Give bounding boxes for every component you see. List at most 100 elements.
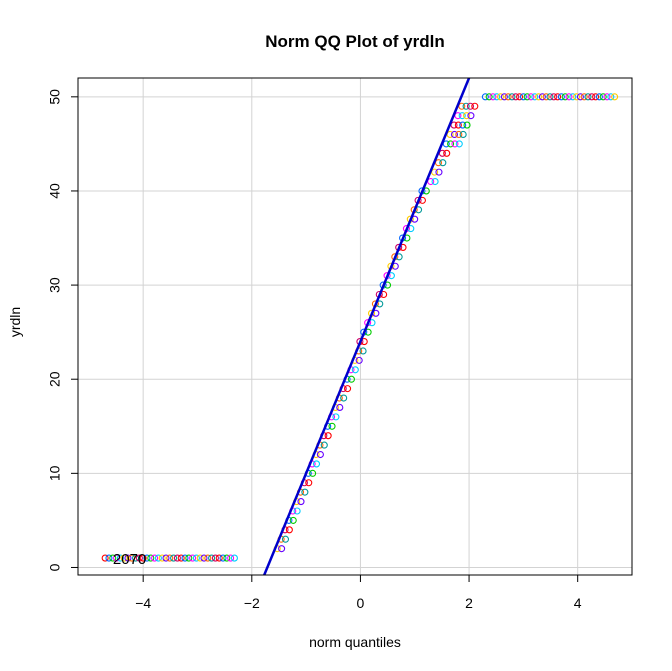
qq-point [278, 545, 286, 553]
qq-point [355, 356, 363, 364]
qq-point [143, 554, 151, 562]
qq-point [481, 93, 489, 101]
qq-point [485, 93, 493, 101]
qq-point [455, 140, 463, 148]
qq-point [289, 516, 297, 524]
qq-point [351, 366, 359, 374]
qq-point [454, 121, 462, 129]
x-tick-label: 0 [357, 595, 365, 611]
qq-point [170, 554, 178, 562]
y-tick-label: 30 [47, 277, 63, 293]
grid-lines [78, 78, 632, 575]
qq-point [344, 385, 352, 393]
qq-point [219, 554, 227, 562]
x-axis: −4 −2 0 2 4 [135, 575, 582, 611]
qq-point [550, 93, 558, 101]
qq-point [173, 554, 181, 562]
qq-point [573, 93, 581, 101]
qq-point [489, 93, 497, 101]
qq-point [450, 130, 459, 139]
qq-point [158, 554, 166, 562]
x-tick-label: −4 [135, 595, 151, 611]
qq-point [128, 554, 136, 562]
y-tick-label: 20 [47, 371, 63, 387]
plot-area [77, 77, 633, 576]
reference-line [263, 77, 471, 576]
qq-point [519, 93, 527, 101]
chart-title: Norm QQ Plot of yrdln [265, 32, 444, 51]
qq-point [293, 507, 301, 515]
qq-point [588, 93, 596, 101]
qq-point [611, 93, 619, 101]
qq-point [147, 554, 155, 562]
qq-point [281, 535, 290, 543]
qq-point [451, 140, 459, 148]
qq-point [181, 554, 189, 562]
y-axis: 0 10 20 30 40 50 [47, 89, 78, 571]
data-points [101, 93, 619, 562]
qq-point [285, 526, 293, 534]
qq-point [301, 488, 309, 496]
qq-point [185, 554, 193, 562]
qq-point [347, 375, 355, 383]
qq-point [603, 93, 611, 101]
qq-point [592, 93, 600, 101]
qq-point [523, 93, 531, 101]
qq-point [211, 554, 219, 562]
qq-point [189, 554, 197, 562]
qq-point [227, 554, 235, 562]
qq-point [215, 554, 223, 562]
qq-point [316, 450, 324, 459]
qq-point [504, 93, 512, 101]
qq-point [471, 102, 479, 110]
qq-point [151, 554, 159, 562]
qq-point [565, 93, 573, 101]
qq-point [113, 554, 121, 562]
qq-point [124, 554, 132, 562]
qq-point [340, 394, 348, 402]
qq-point [135, 554, 143, 562]
y-axis-label: yrdln [7, 307, 23, 337]
qq-point [192, 554, 200, 562]
qq-point [109, 554, 117, 562]
qq-point [538, 93, 546, 101]
y-tick-label: 10 [47, 465, 63, 481]
qq-point [595, 93, 603, 101]
qq-point [535, 93, 543, 101]
qq-point [336, 403, 344, 412]
qq-point [599, 93, 607, 101]
qq-point [557, 93, 565, 101]
qq-point [105, 554, 113, 562]
qq-point [230, 554, 238, 562]
qq-point [497, 93, 505, 101]
qq-point [607, 93, 615, 101]
x-tick-label: 2 [465, 595, 473, 611]
qq-point [166, 554, 174, 562]
qq-point [459, 121, 467, 129]
x-tick-label: 4 [574, 595, 582, 611]
qq-point [162, 554, 170, 562]
qq-point [527, 93, 535, 101]
qq-point [196, 554, 204, 562]
qq-point [467, 112, 475, 120]
qq-point [208, 554, 216, 562]
qq-point [508, 93, 516, 101]
qq-point [312, 460, 321, 468]
qq-point [466, 102, 475, 110]
qq-point [431, 177, 439, 186]
qq-point [576, 93, 584, 101]
qq-point [101, 554, 109, 562]
qq-point [443, 149, 451, 157]
qq-point [463, 121, 471, 129]
qq-point [324, 432, 332, 440]
qq-point [132, 554, 140, 562]
qq-point [455, 130, 463, 139]
qq-point [297, 498, 305, 506]
qq-point [328, 422, 336, 430]
qq-point [584, 93, 592, 101]
x-axis-label: norm quantiles [309, 634, 401, 650]
qq-point [439, 159, 447, 167]
y-tick-label: 0 [47, 563, 63, 571]
qq-point [459, 130, 467, 139]
